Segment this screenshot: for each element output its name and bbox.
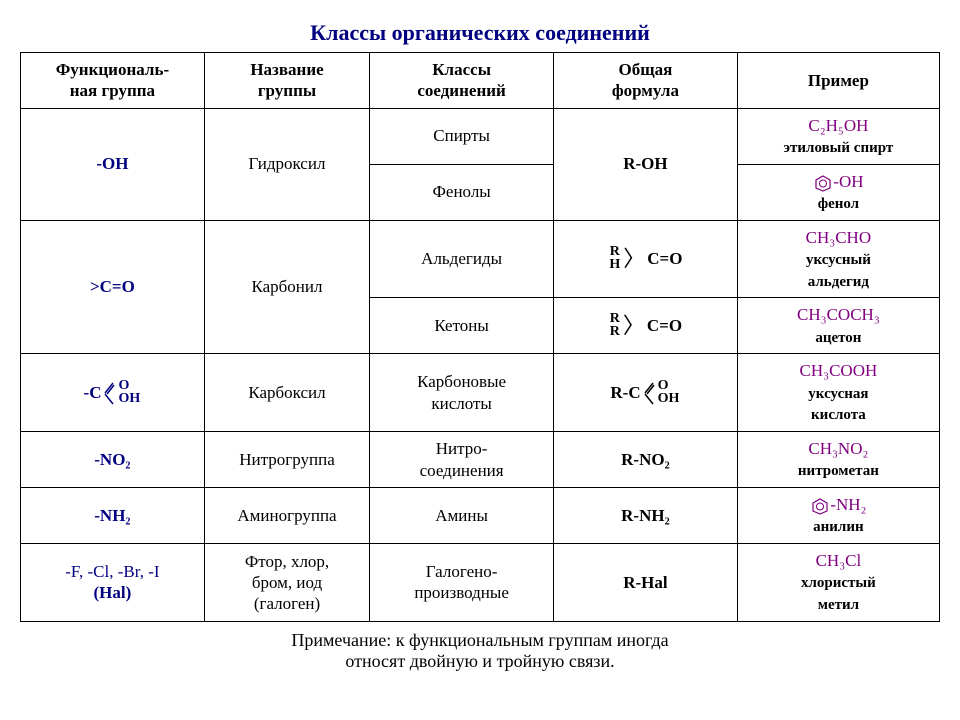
col-example: Пример bbox=[737, 53, 939, 109]
gf-rhal: R-Hal bbox=[554, 544, 738, 622]
fg-co: >C=O bbox=[21, 220, 205, 354]
col-functional-group: Функциональ-ная группа bbox=[21, 53, 205, 109]
name-carbonyl: Карбонил bbox=[204, 220, 369, 354]
fg-hal: -F, -Cl, -Br, -I (Hal) bbox=[21, 544, 205, 622]
class-phenols: Фенолы bbox=[370, 164, 554, 220]
fg-cooh: -COOH bbox=[21, 354, 205, 432]
ex-chloromethane: CH₃Cl хлористыйметил bbox=[737, 544, 939, 622]
class-ketones: Кетоны bbox=[370, 298, 554, 354]
ex-ethanol: C₂H₅OH этиловый спирт bbox=[737, 108, 939, 164]
table-row: -F, -Cl, -Br, -I (Hal) Фтор, хлор,бром, … bbox=[21, 544, 940, 622]
ex-acetone: CH₃COCH₃ ацетон bbox=[737, 298, 939, 354]
gf-aldehyde: RH〉C=O bbox=[554, 220, 738, 298]
table-row: -NH₂ Аминогруппа Амины R-NH₂ -NH₂ анилин bbox=[21, 488, 940, 544]
ex-acetic: CH₃COOH уксуснаякислота bbox=[737, 354, 939, 432]
ex-acetaldehyde: CH₃CHO уксусныйальдегид bbox=[737, 220, 939, 298]
table-row: >C=O Карбонил Альдегиды RH〉C=O CH₃CHO ук… bbox=[21, 220, 940, 298]
class-aldehydes: Альдегиды bbox=[370, 220, 554, 298]
page-title: Классы органических соединений bbox=[20, 20, 940, 46]
gf-rcooh: R-COOH bbox=[554, 354, 738, 432]
class-carboxylic: Карбоновыекислоты bbox=[370, 354, 554, 432]
name-carboxyl: Карбоксил bbox=[204, 354, 369, 432]
ex-aniline: -NH₂ анилин bbox=[737, 488, 939, 544]
table-header-row: Функциональ-ная группа Названиегруппы Кл… bbox=[21, 53, 940, 109]
gf-rno2: R-NO₂ bbox=[554, 432, 738, 488]
fg-no2: -NO₂ bbox=[21, 432, 205, 488]
ex-phenol: -OH фенол bbox=[737, 164, 939, 220]
fg-nh2: -NH₂ bbox=[21, 488, 205, 544]
fg-oh: -OH bbox=[21, 108, 205, 220]
ex-nitromethane: CH₃NO₂ нитрометан bbox=[737, 432, 939, 488]
table-row: -NO₂ Нитрогруппа Нитро-соединения R-NO₂ … bbox=[21, 432, 940, 488]
table-row: -COOH Карбоксил Карбоновыекислоты R-COOH… bbox=[21, 354, 940, 432]
name-nitro: Нитрогруппа bbox=[204, 432, 369, 488]
gf-rnh2: R-NH₂ bbox=[554, 488, 738, 544]
name-halogen: Фтор, хлор,бром, иод(галоген) bbox=[204, 544, 369, 622]
col-group-name: Названиегруппы bbox=[204, 53, 369, 109]
organic-classes-table: Функциональ-ная группа Названиегруппы Кл… bbox=[20, 52, 940, 622]
footnote: Примечание: к функциональным группам ино… bbox=[20, 630, 940, 672]
table-row: -OH Гидроксил Спирты R-OH C₂H₅OH этиловы… bbox=[21, 108, 940, 164]
col-compound-class: Классысоединений bbox=[370, 53, 554, 109]
name-hydroxyl: Гидроксил bbox=[204, 108, 369, 220]
gf-ketone: RR〉C=O bbox=[554, 298, 738, 354]
col-general-formula: Общаяформула bbox=[554, 53, 738, 109]
class-halogen: Галогено-производные bbox=[370, 544, 554, 622]
class-amines: Амины bbox=[370, 488, 554, 544]
class-alcohols: Спирты bbox=[370, 108, 554, 164]
class-nitro: Нитро-соединения bbox=[370, 432, 554, 488]
gf-roh: R-OH bbox=[554, 108, 738, 220]
name-amino: Аминогруппа bbox=[204, 488, 369, 544]
